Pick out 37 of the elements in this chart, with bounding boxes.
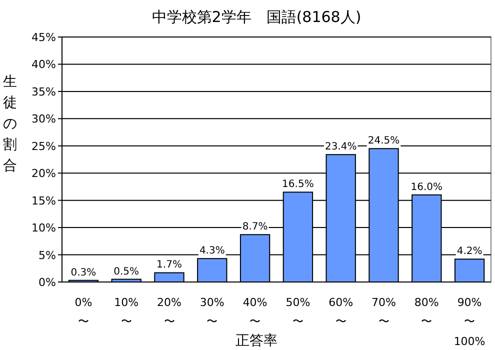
data-label: 1.7%	[156, 260, 182, 271]
y-tick-label: 45%	[32, 31, 56, 44]
data-label: 16.0%	[410, 182, 443, 193]
data-label: 0.5%	[114, 266, 140, 278]
y-tick-label: 10%	[32, 222, 56, 235]
x-tick-label: 90% 〜 100%	[454, 296, 486, 348]
bar	[454, 258, 485, 282]
y-tick-label: 35%	[32, 85, 56, 98]
x-tick-label: 10% 〜	[114, 296, 139, 328]
x-tick-label: 20% 〜	[157, 296, 182, 328]
data-label: 4.2%	[456, 246, 482, 258]
y-tick-label: 0%	[38, 276, 56, 289]
x-tick-label: 50% 〜	[286, 296, 310, 328]
y-tick-label: 5%	[38, 248, 56, 262]
x-tick-label: 0% 〜	[74, 296, 92, 328]
bar	[154, 272, 184, 282]
data-label: 8.7%	[242, 222, 268, 233]
data-label: 16.5%	[282, 179, 314, 190]
x-tick-label: 40% 〜	[242, 296, 268, 328]
data-label: 0.3%	[70, 267, 96, 278]
data-label: 23.4%	[324, 142, 357, 153]
bar	[111, 278, 142, 282]
data-label: 24.5%	[368, 136, 400, 147]
y-tick-label: 15%	[32, 194, 56, 208]
y-tick-label: 25%	[32, 140, 56, 153]
bar	[197, 258, 228, 282]
x-tick-label: 30% 〜	[200, 296, 224, 328]
chart-title: 中学校第2学年 国語(8168人)	[152, 8, 362, 26]
data-label: 4.3%	[199, 246, 225, 257]
x-axis-title: 正答率	[236, 333, 278, 349]
y-axis-title: 生徒の割合	[3, 74, 17, 174]
x-tick-label: 70% 〜	[372, 296, 396, 328]
y-tick-label: 30%	[32, 112, 56, 126]
x-tick-label: 80% 〜	[414, 296, 439, 328]
x-tick-label: 60% 〜	[328, 296, 354, 328]
y-tick-label: 20%	[32, 167, 56, 180]
y-tick-label: 40%	[32, 58, 56, 72]
